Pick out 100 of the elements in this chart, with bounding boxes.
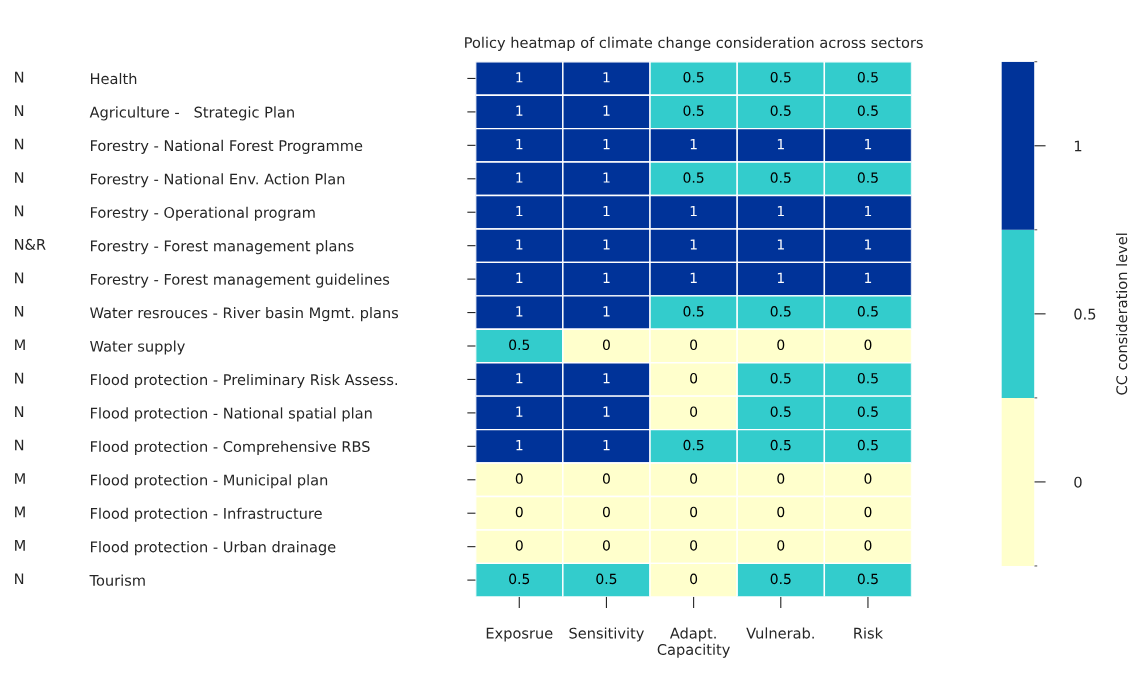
data-label: 0.5: [770, 71, 791, 83]
y-tick-label: Flood protection - Urban drainage: [91, 541, 336, 556]
x-tick-label: Exposrue: [486, 627, 553, 642]
data-label: 1: [690, 139, 697, 150]
data-label: 0.5: [509, 339, 530, 351]
data-label: 1: [603, 440, 610, 451]
x-tick-label: Adapt. Capacitity: [657, 627, 730, 658]
data-label: 0.5: [683, 71, 704, 83]
y2-tick-label: N: [15, 105, 24, 116]
y-tick-label: Flood protection - Infrastructure: [91, 507, 322, 522]
data-label: 1: [690, 205, 697, 217]
data-label: 1: [865, 205, 872, 217]
data-label: 0.5: [857, 573, 878, 585]
data-label: 0: [864, 473, 872, 484]
y2-tick-label: N: [15, 205, 24, 217]
data-label: 0: [864, 506, 872, 518]
y2-tick-label: M: [15, 339, 25, 351]
data-label: 0.5: [857, 172, 878, 183]
y2-tick-label: N&R: [15, 238, 46, 250]
data-label: 0: [864, 339, 872, 351]
data-label: 0: [690, 339, 698, 351]
x-tick-label: Risk: [854, 627, 884, 639]
data-label: 1: [777, 139, 784, 150]
y2-tick-label: N: [15, 71, 24, 83]
y-tick-label: Flood protection - National spatial plan: [91, 407, 372, 422]
data-label: 1: [516, 272, 523, 283]
data-label: 0.5: [509, 573, 530, 585]
y-tick-label: Flood protection - Comprehensive RBS: [91, 440, 370, 455]
data-label: 1: [603, 72, 610, 83]
data-label: 1: [777, 239, 784, 250]
data-label: 1: [603, 205, 610, 217]
data-label: 1: [865, 272, 872, 283]
data-label: 1: [516, 72, 523, 83]
y2-tick-label: N: [15, 272, 24, 284]
data-label: 1: [603, 239, 610, 250]
y-tick-label: Flood protection - Municipal plan: [91, 474, 328, 489]
y2-tick-label: M: [15, 506, 25, 518]
data-label: 0: [690, 372, 698, 384]
data-label: 1: [516, 139, 523, 150]
y-tick-label: Water supply: [90, 340, 185, 355]
data-label: 0: [690, 506, 698, 518]
data-label: 0.5: [770, 105, 791, 116]
data-label: 0.5: [857, 439, 878, 451]
data-label: 1: [603, 306, 610, 317]
data-label: 0: [515, 473, 523, 484]
data-label: 0.5: [683, 105, 704, 116]
data-label: 0: [690, 573, 698, 585]
y-tick-label: Agriculture - Strategic Plan: [89, 106, 294, 121]
data-label: 0: [777, 473, 785, 484]
x-tick-label: Vulnerab.: [746, 627, 814, 639]
data-label: 1: [516, 105, 523, 116]
data-label: 0: [602, 339, 610, 351]
y-tick-label: Forestry - National Env. Action Plan: [91, 173, 345, 188]
y2-tick-label: N: [15, 372, 24, 384]
chart-title: Policy heatmap of climate change consideration across sectors: [465, 36, 923, 51]
data-label: 0.5: [683, 306, 704, 317]
data-label: 0: [515, 540, 523, 551]
data-label: 0.5: [683, 172, 704, 183]
y-tick-label: Forestry - Forest management guidelines: [91, 273, 390, 288]
y2-tick-label: N: [15, 172, 24, 183]
data-label: 1: [865, 239, 872, 250]
y-tick-label: Forestry - Operational program: [91, 206, 315, 221]
data-label: 0.5: [857, 306, 878, 317]
data-label: 0.5: [857, 406, 878, 417]
color-bar-label: 0: [1074, 476, 1082, 488]
y2-tick-label: N: [15, 305, 24, 317]
data-label: 1: [516, 172, 523, 183]
y2-tick-label: M: [15, 473, 25, 484]
y-tick-label: Forestry - National Forest Programme: [91, 139, 363, 154]
y2-tick-label: N: [15, 138, 24, 150]
data-label: 0: [602, 473, 610, 484]
y-tick-label: Water resrouces - River basin Mgmt. plans: [90, 307, 399, 322]
data-label: 0.5: [857, 105, 878, 116]
data-label: 0.5: [770, 439, 791, 451]
data-label: 1: [516, 373, 523, 384]
y-tick-label: Flood protection - Preliminary Risk Assess.: [91, 373, 398, 389]
y-tick-label: Tourism: [89, 574, 145, 586]
data-label: 0.5: [770, 306, 791, 317]
color-bar-label: 1: [1074, 140, 1082, 152]
data-label: 0: [777, 540, 785, 551]
x-tick-label: Sensitivity: [569, 627, 644, 642]
data-label: 0: [777, 339, 785, 351]
data-label: 0: [602, 506, 610, 518]
data-label: 1: [603, 105, 610, 116]
data-label: 1: [516, 406, 523, 417]
data-label: 0: [777, 506, 785, 518]
y-tick-label: Forestry - Forest management plans: [91, 240, 354, 255]
data-label: 0.5: [596, 573, 617, 585]
data-label: 1: [690, 239, 697, 250]
y2-tick-label: N: [15, 573, 24, 585]
data-label: 1: [516, 205, 523, 217]
data-label: 1: [516, 440, 523, 451]
data-label: 0: [864, 540, 872, 551]
data-label: 0.5: [770, 372, 791, 384]
data-label: 1: [603, 272, 610, 283]
data-label: 1: [603, 139, 610, 150]
data-label: 1: [603, 406, 610, 417]
data-label: 0.5: [857, 372, 878, 384]
data-label: 0: [602, 540, 610, 551]
data-label: 1: [603, 172, 610, 183]
